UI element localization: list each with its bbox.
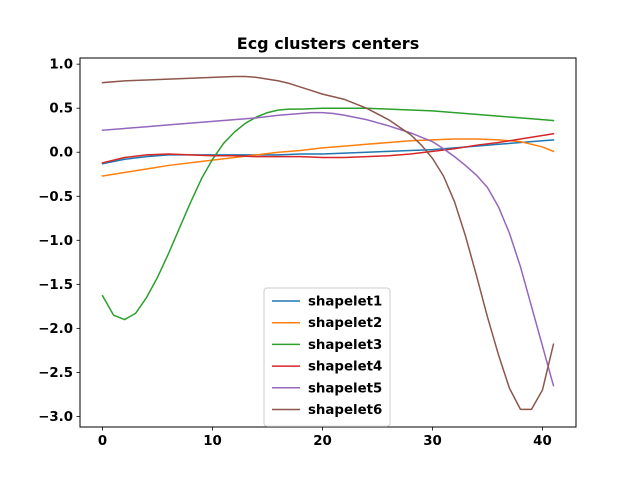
legend-label-shapelet1: shapelet1 (308, 295, 382, 310)
y-tick-label: 0.0 (49, 146, 73, 161)
series-line-shapelet5 (101, 111, 555, 387)
series-line-shapelet4 (101, 132, 555, 164)
y-tick-label: −2.5 (38, 366, 73, 381)
x-tick-label: 0 (98, 434, 107, 449)
series-line-shapelet2 (101, 138, 555, 177)
x-tick-label: 30 (423, 434, 442, 449)
x-axis: 0 10 20 30 40 (98, 427, 552, 449)
y-tick-label: −1.0 (38, 234, 73, 249)
y-tick-label: −2.0 (38, 322, 73, 337)
x-tick-label: 40 (533, 434, 552, 449)
legend-label-shapelet2: shapelet2 (308, 316, 382, 331)
legend-label-shapelet5: shapelet5 (308, 381, 382, 396)
legend-label-shapelet6: shapelet6 (308, 403, 382, 418)
legend-label-shapelet3: shapelet3 (308, 338, 382, 353)
axes-frame (79, 57, 577, 428)
y-tick-label: −1.5 (38, 278, 73, 293)
x-tick-label: 20 (313, 434, 332, 449)
series-line-shapelet3 (101, 107, 555, 321)
x-tick-label: 10 (203, 434, 222, 449)
legend-label-shapelet4: shapelet4 (308, 360, 382, 375)
chart-title: Ecg clusters centers (237, 34, 419, 53)
series-line-shapelet6 (101, 75, 555, 411)
y-tick-label: 0.5 (49, 102, 73, 117)
y-axis: 1.0 0.5 0.0 −0.5 −1.0 −1.5 −2.0 −2.5 −3.0 (38, 58, 80, 425)
legend: shapelet1 shapelet2 shapelet3 shapelet4 shap… (263, 287, 391, 427)
y-tick-label: 1.0 (49, 58, 73, 73)
y-tick-label: −3.0 (38, 410, 73, 425)
y-tick-label: −0.5 (38, 190, 73, 205)
plot-area (101, 75, 555, 411)
